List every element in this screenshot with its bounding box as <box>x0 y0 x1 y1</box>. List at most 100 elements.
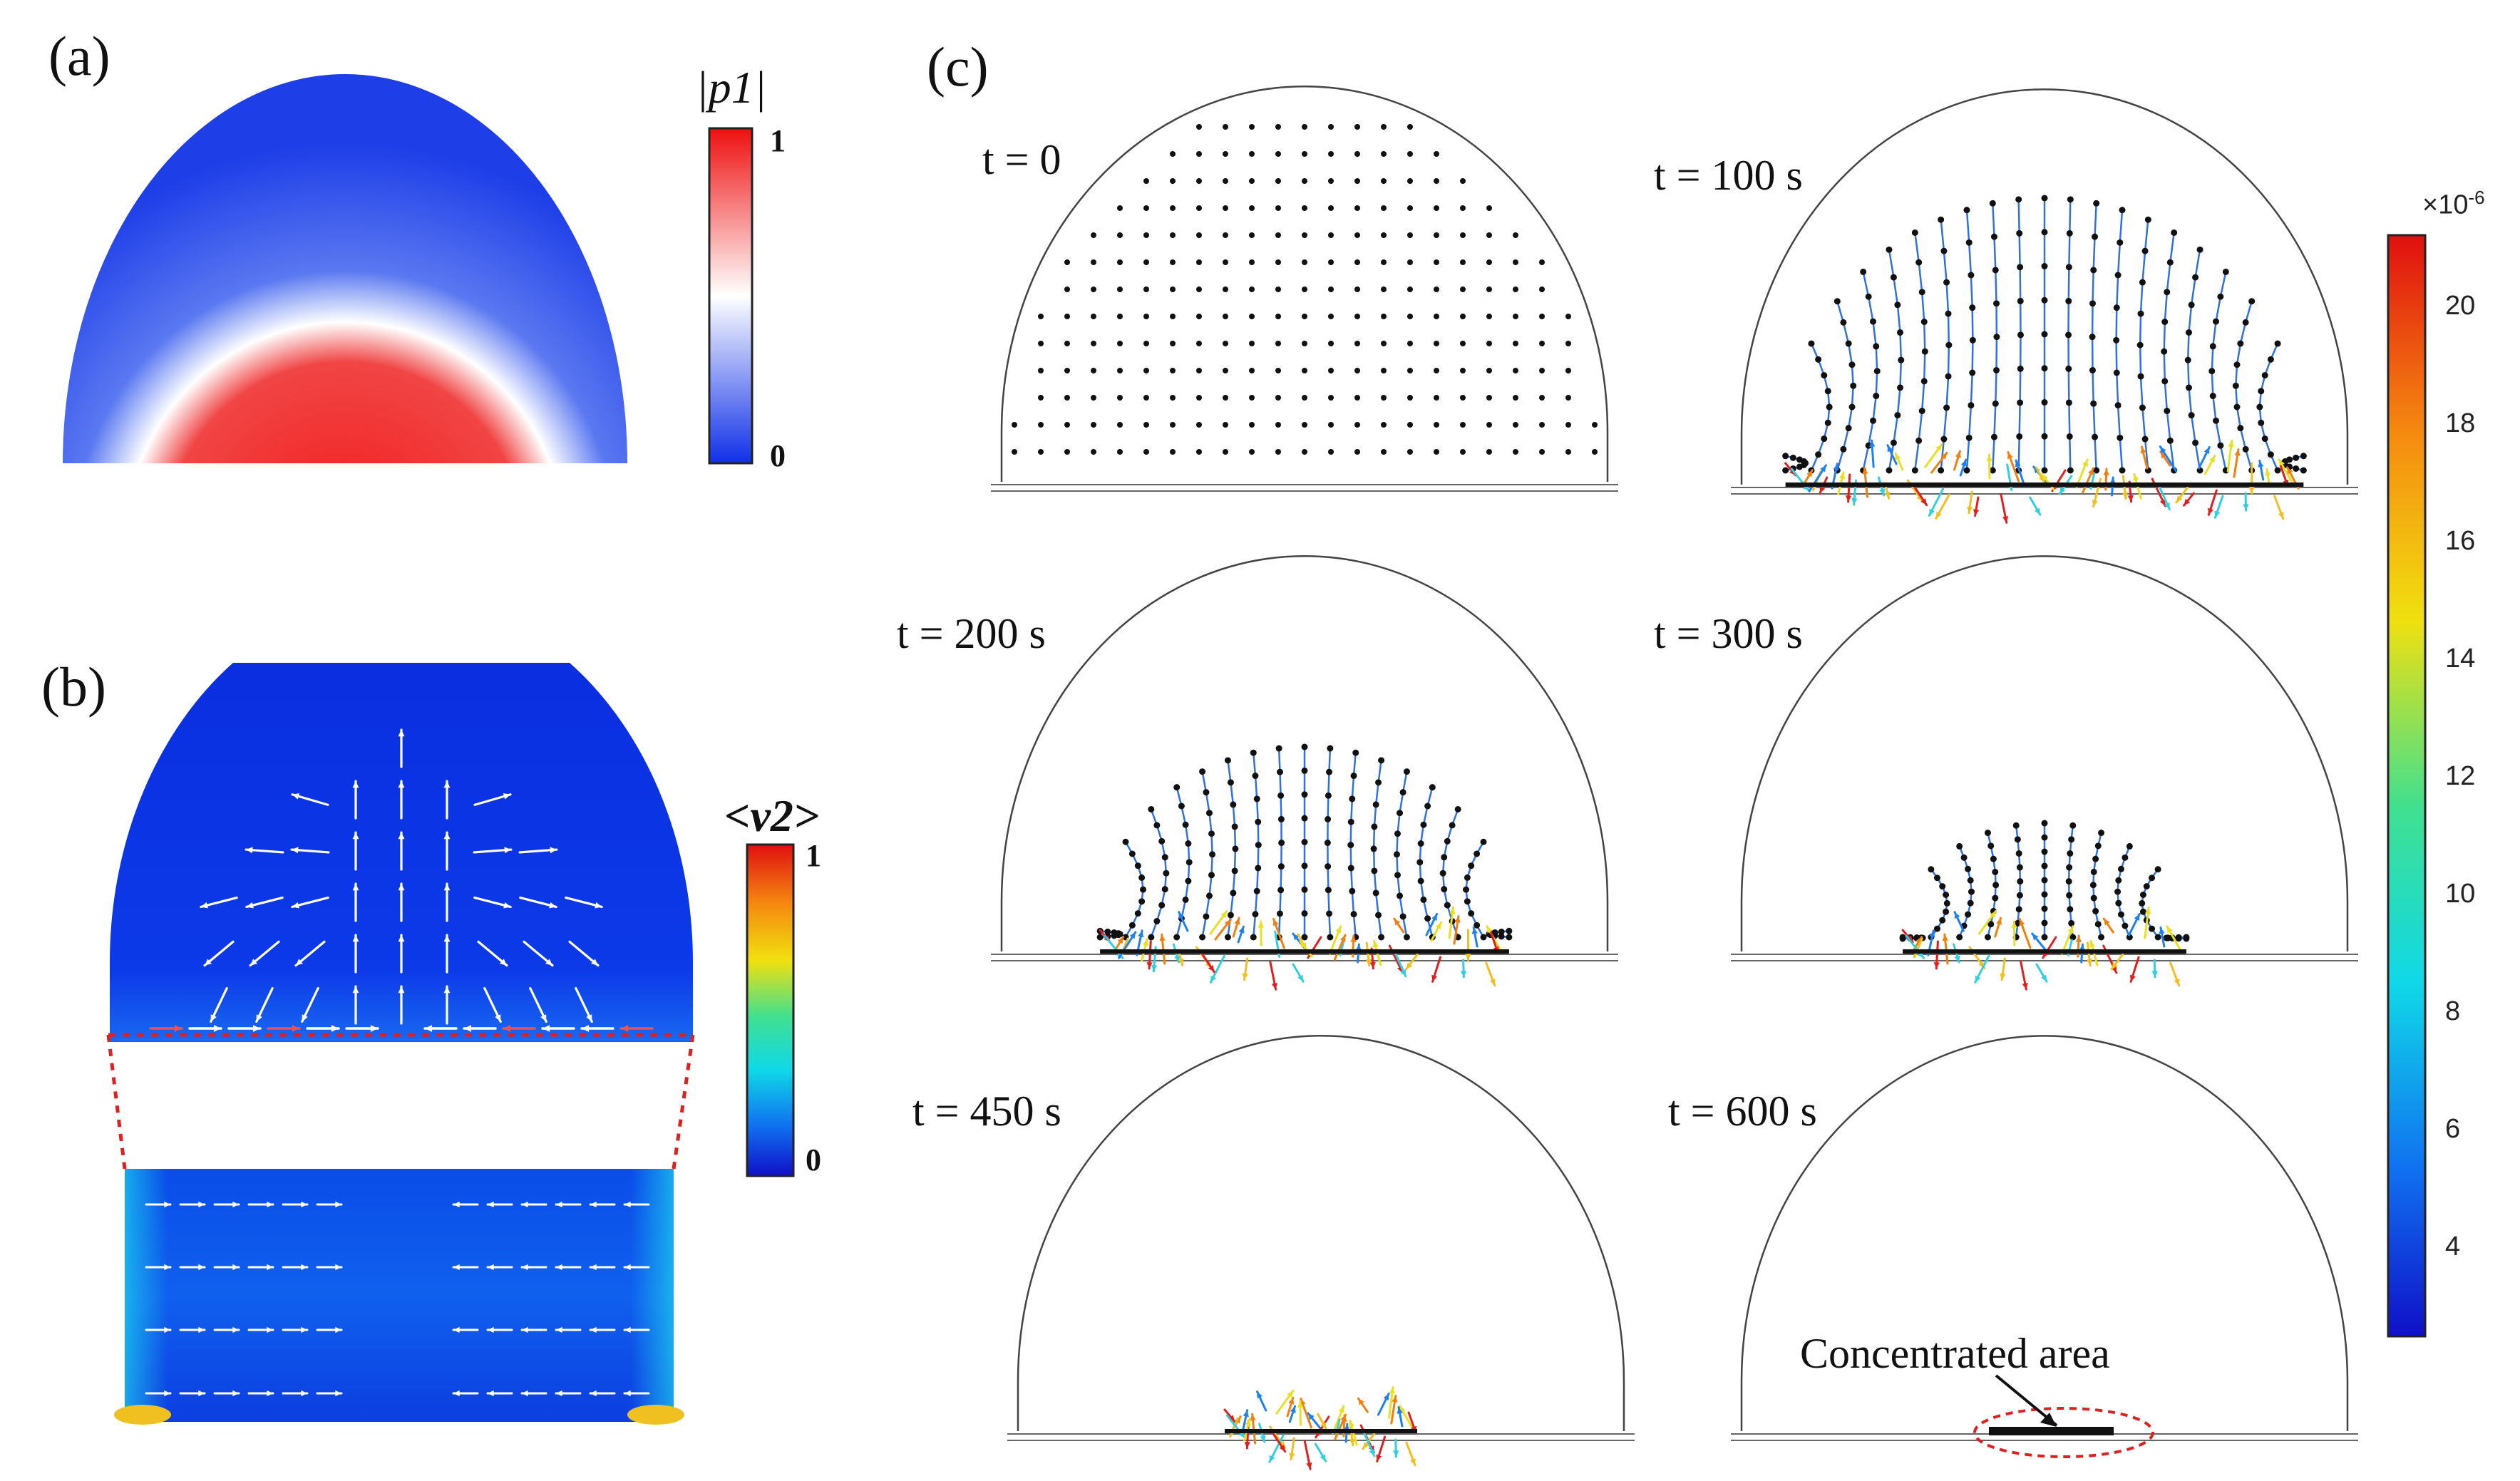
colorbar-b-max: 1 <box>806 838 821 873</box>
particle <box>1933 874 1940 882</box>
particle <box>1350 773 1357 780</box>
particle <box>1249 178 1255 184</box>
particle <box>2069 822 2077 829</box>
particle <box>2092 855 2099 862</box>
particle <box>2137 310 2144 317</box>
particle <box>1956 934 1963 941</box>
particle <box>1987 842 1995 850</box>
particle <box>1441 854 1448 861</box>
velocity-arrow <box>1431 956 1441 983</box>
particle <box>2164 408 2171 415</box>
colorbar-c-tick: 10 <box>2445 879 2476 909</box>
droplet-outline <box>1740 88 2349 485</box>
particle <box>2166 259 2174 266</box>
particle <box>1328 395 1334 401</box>
velocity-arrow <box>2159 926 2166 948</box>
particle <box>1122 838 1129 845</box>
zoom-arrow <box>213 1264 240 1271</box>
particle <box>2117 911 2124 918</box>
particle <box>1403 768 1410 775</box>
colorbar-b-title: <v2> <box>724 790 820 841</box>
particle <box>1158 837 1166 845</box>
particle <box>1302 124 1307 130</box>
velocity-arrow <box>1289 1437 1295 1461</box>
particle <box>1038 368 1044 373</box>
particle <box>1968 888 1975 895</box>
particle <box>1038 314 1044 319</box>
particle <box>1117 449 1123 455</box>
particle <box>1815 356 1822 363</box>
velocity-arrow <box>1465 929 1471 961</box>
flow-arrow <box>477 940 508 967</box>
particle <box>1506 934 1513 941</box>
particle <box>1091 287 1096 292</box>
particle <box>1424 803 1431 810</box>
particle <box>1328 422 1334 428</box>
particle <box>1463 886 1470 893</box>
velocity-arrow <box>1362 1430 1376 1457</box>
panel-label-c: (c) <box>927 36 989 98</box>
particle <box>1255 818 1262 825</box>
particle <box>1064 314 1070 319</box>
particle <box>2017 297 2024 304</box>
particle <box>1960 854 1968 861</box>
particle <box>1328 232 1334 238</box>
particle <box>1196 151 1202 157</box>
particle <box>2041 467 2048 474</box>
particle <box>2209 393 2216 400</box>
particle <box>2261 372 2268 379</box>
panel-b-field-zoom <box>114 1169 684 1425</box>
snapshot-3 <box>1731 554 2358 991</box>
particle <box>2068 836 2075 843</box>
particle <box>1324 840 1331 847</box>
particle <box>1984 934 1991 941</box>
velocity-arrow <box>1292 963 1305 983</box>
flow-arrow <box>294 940 326 967</box>
velocity-arrow <box>1365 941 1372 967</box>
velocity-arrow <box>2248 462 2255 495</box>
particle <box>1354 259 1360 265</box>
particle <box>1326 768 1333 775</box>
particle <box>1992 267 1999 274</box>
particle <box>1223 287 1228 292</box>
flow-arrow <box>352 882 359 922</box>
velocity-arrow <box>2011 920 2017 946</box>
particle <box>1064 422 1070 428</box>
particle <box>2117 239 2124 246</box>
particle <box>1170 422 1176 428</box>
panel-label-b: (b) <box>41 656 106 718</box>
particle <box>1873 343 1880 350</box>
particle <box>1565 368 1571 373</box>
particle <box>1302 178 1307 184</box>
particle <box>1454 805 1461 812</box>
particle <box>1486 395 1492 401</box>
particle <box>2267 451 2274 458</box>
particle <box>1539 395 1545 401</box>
particle <box>2122 922 2129 929</box>
particle <box>2141 435 2149 443</box>
particle <box>2139 892 2146 898</box>
velocity-arrow <box>1209 909 1228 935</box>
zoom-arrow <box>555 1201 582 1208</box>
wall-arrow <box>306 1025 340 1032</box>
panel-label-a: (a) <box>48 25 110 87</box>
droplet-outline <box>1017 1034 1625 1431</box>
particle <box>1354 178 1360 184</box>
particle <box>1117 422 1123 428</box>
particle <box>1250 934 1257 941</box>
particle <box>2188 412 2195 419</box>
particle <box>2117 865 2124 872</box>
particle <box>1918 289 1925 296</box>
particle <box>1407 178 1413 184</box>
particle <box>2065 399 2072 406</box>
particle <box>1249 395 1255 401</box>
particle <box>1434 314 1439 319</box>
particle <box>1352 749 1359 756</box>
particle <box>1328 178 1334 184</box>
zoom-arrow <box>486 1264 513 1271</box>
zoom-arrow <box>316 1390 343 1397</box>
particle <box>1399 913 1406 920</box>
particle <box>1989 200 1996 207</box>
flow-arrow <box>523 940 554 967</box>
zoom-arrow <box>623 1264 650 1271</box>
